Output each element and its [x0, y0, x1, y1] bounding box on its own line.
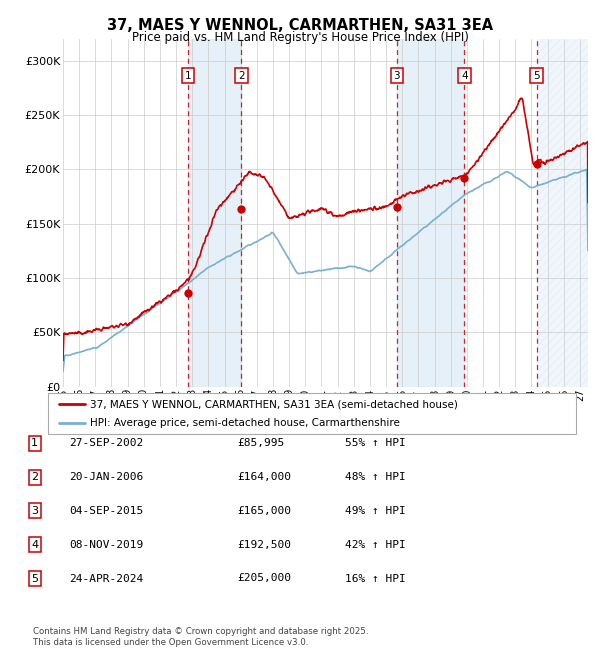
- Bar: [188, 39, 241, 387]
- FancyBboxPatch shape: [48, 393, 576, 434]
- Text: 2: 2: [31, 472, 38, 482]
- Text: 04-SEP-2015: 04-SEP-2015: [69, 506, 143, 516]
- Bar: [397, 39, 464, 387]
- Text: 08-NOV-2019: 08-NOV-2019: [69, 540, 143, 550]
- Text: 20-JAN-2006: 20-JAN-2006: [69, 472, 143, 482]
- Text: Price paid vs. HM Land Registry's House Price Index (HPI): Price paid vs. HM Land Registry's House …: [131, 31, 469, 44]
- Text: £192,500: £192,500: [237, 540, 291, 550]
- Text: 42% ↑ HPI: 42% ↑ HPI: [345, 540, 406, 550]
- Text: 27-SEP-2002: 27-SEP-2002: [69, 438, 143, 448]
- Text: 49% ↑ HPI: 49% ↑ HPI: [345, 506, 406, 516]
- Text: 5: 5: [533, 70, 540, 81]
- Text: 4: 4: [461, 70, 468, 81]
- Text: 3: 3: [31, 506, 38, 516]
- Text: 37, MAES Y WENNOL, CARMARTHEN, SA31 3EA: 37, MAES Y WENNOL, CARMARTHEN, SA31 3EA: [107, 18, 493, 33]
- Bar: [536, 39, 588, 387]
- Text: 16% ↑ HPI: 16% ↑ HPI: [345, 573, 406, 584]
- Text: £85,995: £85,995: [237, 438, 284, 448]
- Text: 55% ↑ HPI: 55% ↑ HPI: [345, 438, 406, 448]
- Text: £165,000: £165,000: [237, 506, 291, 516]
- Text: 1: 1: [31, 438, 38, 448]
- Text: £164,000: £164,000: [237, 472, 291, 482]
- Text: 1: 1: [185, 70, 191, 81]
- Text: 5: 5: [31, 573, 38, 584]
- Text: 48% ↑ HPI: 48% ↑ HPI: [345, 472, 406, 482]
- Text: 37, MAES Y WENNOL, CARMARTHEN, SA31 3EA (semi-detached house): 37, MAES Y WENNOL, CARMARTHEN, SA31 3EA …: [90, 399, 458, 409]
- Text: 4: 4: [31, 540, 38, 550]
- Text: 24-APR-2024: 24-APR-2024: [69, 573, 143, 584]
- Text: Contains HM Land Registry data © Crown copyright and database right 2025.
This d: Contains HM Land Registry data © Crown c…: [33, 627, 368, 647]
- Text: £205,000: £205,000: [237, 573, 291, 584]
- Text: 2: 2: [238, 70, 245, 81]
- Text: 3: 3: [394, 70, 400, 81]
- Text: HPI: Average price, semi-detached house, Carmarthenshire: HPI: Average price, semi-detached house,…: [90, 419, 400, 428]
